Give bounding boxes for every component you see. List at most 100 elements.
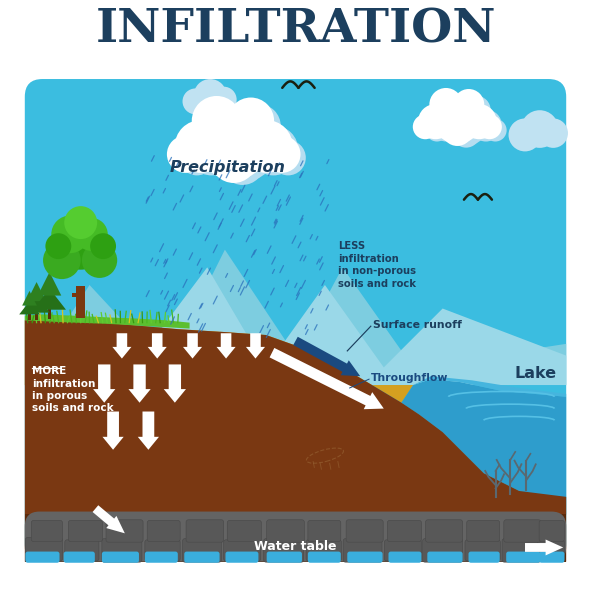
Circle shape [207,111,278,182]
Polygon shape [93,365,115,402]
FancyBboxPatch shape [267,551,302,563]
Text: Water table: Water table [254,540,337,553]
Polygon shape [246,333,265,359]
FancyBboxPatch shape [502,538,541,562]
Polygon shape [401,379,566,515]
FancyBboxPatch shape [467,521,500,541]
FancyBboxPatch shape [145,540,180,561]
Circle shape [75,218,108,251]
Polygon shape [413,376,566,397]
Circle shape [51,216,89,253]
Polygon shape [20,301,40,314]
FancyBboxPatch shape [31,521,63,541]
Text: INFILTRATION: INFILTRATION [95,6,496,52]
Polygon shape [148,333,167,359]
Circle shape [452,119,480,148]
FancyBboxPatch shape [25,551,60,563]
Circle shape [430,88,463,121]
FancyBboxPatch shape [25,537,63,561]
Circle shape [187,125,236,176]
Circle shape [191,96,242,146]
Circle shape [167,135,204,173]
Circle shape [211,87,236,112]
FancyBboxPatch shape [106,520,143,542]
FancyBboxPatch shape [25,512,566,561]
Circle shape [462,96,491,124]
Text: LESS
infiltration
in non-porous
soils and rock: LESS infiltration in non-porous soils an… [338,241,416,289]
FancyBboxPatch shape [388,551,421,563]
Text: Throughflow: Throughflow [371,373,448,383]
Circle shape [413,115,438,139]
FancyBboxPatch shape [226,551,258,563]
Circle shape [194,79,226,112]
Text: Surface runoff: Surface runoff [373,320,462,330]
FancyBboxPatch shape [308,521,341,541]
Circle shape [470,109,502,141]
FancyBboxPatch shape [186,520,224,542]
Circle shape [228,98,274,144]
FancyBboxPatch shape [25,79,566,561]
FancyBboxPatch shape [469,551,500,563]
FancyBboxPatch shape [384,540,421,561]
Polygon shape [23,296,50,313]
Circle shape [179,140,215,176]
Circle shape [43,242,81,279]
FancyBboxPatch shape [348,551,382,563]
FancyBboxPatch shape [65,540,99,561]
FancyBboxPatch shape [427,551,463,563]
Circle shape [46,233,72,259]
FancyBboxPatch shape [504,520,541,542]
FancyBboxPatch shape [426,520,463,542]
Polygon shape [119,267,566,385]
Polygon shape [128,365,151,402]
Circle shape [82,243,117,278]
FancyBboxPatch shape [387,521,421,541]
Circle shape [418,104,453,139]
Circle shape [57,223,104,269]
Polygon shape [93,505,125,533]
Circle shape [444,100,489,146]
Polygon shape [269,348,384,409]
Polygon shape [25,319,566,561]
Circle shape [236,104,281,148]
Polygon shape [164,365,186,402]
Circle shape [90,233,116,259]
Circle shape [521,110,558,148]
FancyBboxPatch shape [227,521,261,541]
Circle shape [442,115,473,146]
Polygon shape [216,333,236,359]
Polygon shape [102,411,124,450]
Polygon shape [293,337,361,376]
Circle shape [477,115,502,139]
FancyBboxPatch shape [343,538,382,562]
FancyBboxPatch shape [64,551,95,563]
Polygon shape [22,291,37,306]
FancyBboxPatch shape [537,540,564,561]
Circle shape [453,89,484,120]
Circle shape [220,141,265,185]
Polygon shape [25,314,190,329]
Circle shape [263,135,300,173]
Circle shape [271,140,306,176]
FancyBboxPatch shape [539,521,564,541]
Bar [35,311,38,320]
Text: Precipitation: Precipitation [170,160,286,175]
Circle shape [433,94,482,144]
Bar [28,313,31,320]
FancyBboxPatch shape [102,538,142,562]
Circle shape [196,105,271,180]
FancyBboxPatch shape [346,520,383,542]
FancyBboxPatch shape [423,538,463,562]
Polygon shape [38,272,61,296]
Circle shape [430,109,462,141]
Polygon shape [525,540,563,556]
Bar [73,293,77,297]
Circle shape [508,118,541,151]
Circle shape [462,104,496,139]
Circle shape [441,95,471,125]
FancyBboxPatch shape [308,551,341,563]
Polygon shape [138,411,159,450]
FancyBboxPatch shape [102,551,139,563]
FancyBboxPatch shape [506,551,540,563]
Text: MORE
infiltration
in porous
soils and rock: MORE infiltration in porous soils and ro… [32,366,113,413]
